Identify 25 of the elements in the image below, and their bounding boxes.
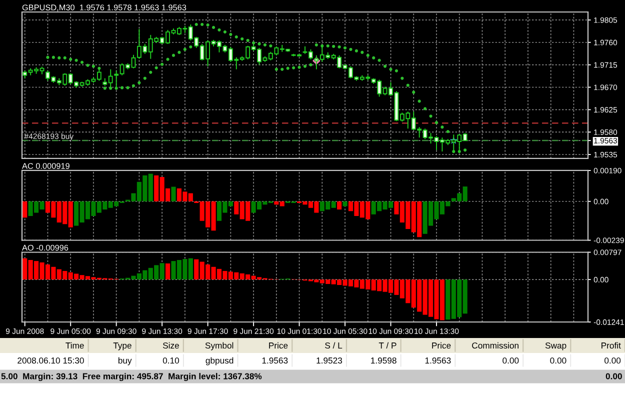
category-label: Type (113, 342, 132, 350)
category-label: Size (162, 342, 179, 349)
text: 1.9563 (425, 357, 451, 364)
category-label: Profit (602, 342, 621, 349)
text: 2008.06.10 15:30 (18, 357, 84, 364)
text: 5.00 Margin: 39.13 Free margin: 495.87 Margin level: 1367.38% (1, 372, 262, 382)
category-label: Price (269, 342, 288, 349)
category-label: Swap (545, 342, 566, 350)
text: 1.9563 (262, 357, 288, 364)
text: 0.00 (502, 357, 519, 364)
category-label: Symbol (205, 342, 234, 350)
category-label: Price (432, 342, 451, 349)
text: buy (118, 357, 132, 366)
text: gbpusd (206, 357, 234, 366)
chart-title: AC 0.000919 (22, 163, 70, 169)
text: 0.00 (550, 357, 566, 364)
chart-title: GBPUSD,M30 1.9576 1.9578 1.9563 1.9563 (22, 4, 186, 12)
text: 0.10 (162, 357, 180, 364)
category-label: S / L (325, 342, 342, 349)
text: 1.9598 (371, 357, 396, 364)
category-label: T / P (378, 342, 396, 349)
category-label: Time (66, 342, 84, 349)
chart-title: AO -0.00996 (22, 244, 68, 251)
text: 1.9523 (316, 357, 342, 364)
category-label: Commission (472, 342, 518, 349)
